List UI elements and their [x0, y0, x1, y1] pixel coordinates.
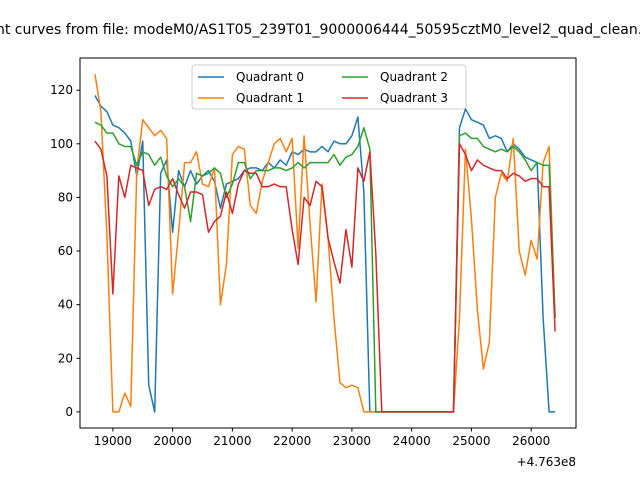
x-axis: 19000 20000 21000 22000 23000 24000 25000 26000	[94, 428, 550, 448]
y-tick-label: 0	[65, 405, 73, 419]
series-line-1	[94, 73, 556, 413]
x-tick-label: 20000	[154, 434, 192, 448]
legend-label-0: Quadrant 0	[236, 70, 304, 84]
axes-frame	[79, 57, 577, 429]
y-tick-label: 60	[58, 244, 73, 258]
x-tick-label: 21000	[213, 434, 251, 448]
y-tick-label: 20	[58, 351, 73, 365]
y-tick-label: 40	[58, 298, 73, 312]
x-offset-label: +4.763e8	[517, 455, 576, 469]
series-line-3	[94, 140, 556, 413]
legend-label-3: Quadrant 3	[380, 91, 448, 105]
y-tick-label: 80	[58, 190, 73, 204]
x-tick-label: 23000	[333, 434, 371, 448]
chart-title: Light curves from file: modeM0/AS1T05_23…	[0, 22, 640, 38]
legend-label-2: Quadrant 2	[380, 70, 448, 84]
x-tick-label: 26000	[512, 434, 550, 448]
y-tick-label: 100	[50, 137, 73, 151]
legend-label-1: Quadrant 1	[236, 91, 304, 105]
x-tick-label: 24000	[393, 434, 431, 448]
legend: Quadrant 0 Quadrant 1 Quadrant 2 Quadrant 3	[191, 64, 467, 110]
series-line-2	[94, 121, 556, 413]
legend-box	[191, 64, 467, 110]
x-tick-label: 19000	[94, 434, 132, 448]
y-tick-label: 120	[50, 83, 73, 97]
y-axis: 0 20 40 60 80 100 120	[50, 83, 80, 419]
plot-lines	[94, 73, 556, 413]
series-line-0	[94, 95, 556, 413]
x-tick-label: 25000	[452, 434, 490, 448]
x-tick-label: 22000	[273, 434, 311, 448]
